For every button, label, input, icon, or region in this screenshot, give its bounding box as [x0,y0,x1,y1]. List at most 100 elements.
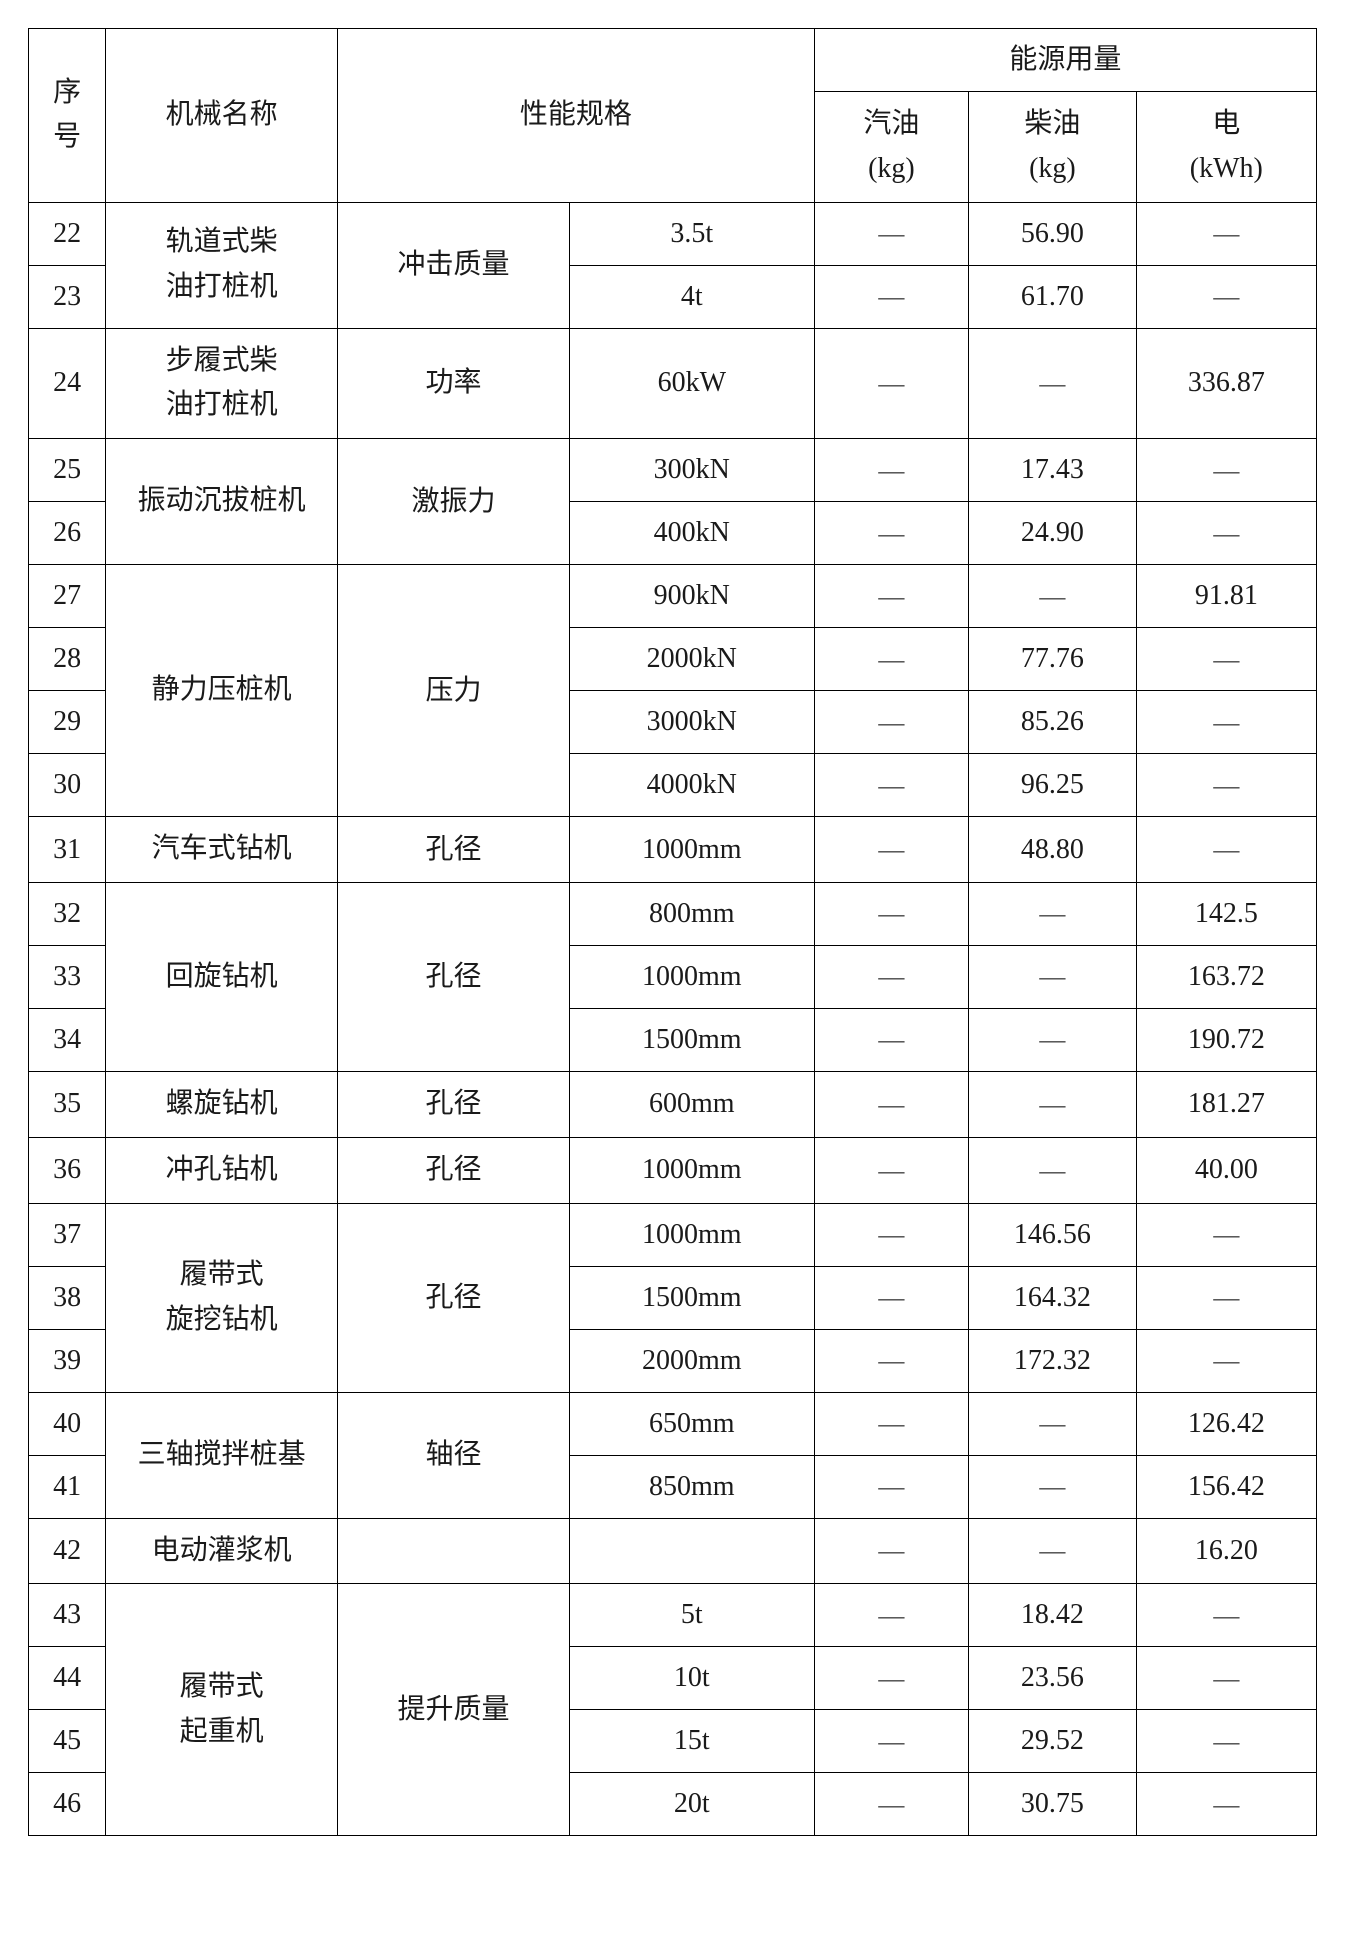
table-cell: — [1136,439,1316,502]
table-cell: 40 [29,1392,106,1455]
table-cell: — [814,1329,969,1392]
table-cell: 4t [569,265,814,328]
table-cell: — [814,202,969,265]
table-cell: 85.26 [969,691,1136,754]
header-name: 机械名称 [106,29,338,203]
table-cell: 46 [29,1773,106,1836]
table-cell: — [969,1008,1136,1071]
table-cell [569,1518,814,1584]
table-cell: 40.00 [1136,1137,1316,1203]
table-cell: — [1136,1710,1316,1773]
table-cell: — [1136,754,1316,817]
cell-machine-name: 步履式柴油打桩机 [106,328,338,439]
table-row: 31汽车式钻机孔径1000mm—48.80— [29,817,1317,883]
table-cell: — [814,691,969,754]
table-cell: — [814,1008,969,1071]
table-cell: — [814,1518,969,1584]
cell-spec-type: 冲击质量 [338,202,570,328]
table-cell: — [814,502,969,565]
cell-spec-type: 孔径 [338,817,570,883]
table-row: 32回旋钻机孔径800mm——142.5 [29,882,1317,945]
cell-machine-name: 轨道式柴油打桩机 [106,202,338,328]
table-cell: — [1136,1773,1316,1836]
table-cell: 32 [29,882,106,945]
table-cell: — [969,1518,1136,1584]
table-cell: 600mm [569,1071,814,1137]
table-cell: — [1136,1647,1316,1710]
table-cell: — [814,1710,969,1773]
table-cell: 96.25 [969,754,1136,817]
table-row: 36冲孔钻机孔径1000mm——40.00 [29,1137,1317,1203]
table-cell: 18.42 [969,1584,1136,1647]
table-cell: 38 [29,1266,106,1329]
table-cell: 37 [29,1203,106,1266]
table-cell: 126.42 [1136,1392,1316,1455]
cell-spec-type: 压力 [338,565,570,817]
cell-spec-type: 孔径 [338,1137,570,1203]
header-electricity: 电(kWh) [1136,92,1316,203]
table-cell: 800mm [569,882,814,945]
table-cell: 400kN [569,502,814,565]
table-cell: 5t [569,1584,814,1647]
table-cell: 25 [29,439,106,502]
table-cell: 36 [29,1137,106,1203]
cell-spec-type: 轴径 [338,1392,570,1518]
table-cell: — [1136,691,1316,754]
cell-machine-name: 履带式起重机 [106,1584,338,1836]
table-cell: — [814,628,969,691]
table-cell: — [1136,817,1316,883]
cell-machine-name: 振动沉拔桩机 [106,439,338,565]
table-row: 40三轴搅拌桩基轴径650mm——126.42 [29,1392,1317,1455]
table-cell: 27 [29,565,106,628]
table-cell: — [814,1392,969,1455]
table-cell: 2000kN [569,628,814,691]
table-cell: — [814,945,969,1008]
cell-spec-type: 提升质量 [338,1584,570,1836]
cell-machine-name: 履带式旋挖钻机 [106,1203,338,1392]
table-cell: 1000mm [569,1137,814,1203]
table-row: 25振动沉拔桩机激振力300kN—17.43— [29,439,1317,502]
table-row: 24步履式柴油打桩机功率60kW——336.87 [29,328,1317,439]
table-cell: 91.81 [1136,565,1316,628]
table-cell: 15t [569,1710,814,1773]
table-cell: 3000kN [569,691,814,754]
header-diesel: 柴油(kg) [969,92,1136,203]
table-cell: 850mm [569,1455,814,1518]
table-cell: 1000mm [569,1203,814,1266]
table-cell: — [814,565,969,628]
table-cell: — [814,439,969,502]
header-seq: 序号 [29,29,106,203]
table-cell: 16.20 [1136,1518,1316,1584]
table-cell: — [814,754,969,817]
table-cell: — [969,565,1136,628]
table-cell: 650mm [569,1392,814,1455]
cell-machine-name: 静力压桩机 [106,565,338,817]
table-cell: — [969,882,1136,945]
table-cell: 34 [29,1008,106,1071]
table-cell: 42 [29,1518,106,1584]
table-cell: — [969,1071,1136,1137]
table-cell: 30 [29,754,106,817]
table-cell: — [969,945,1136,1008]
table-cell: — [814,1071,969,1137]
table-cell: — [1136,265,1316,328]
table-cell: 163.72 [1136,945,1316,1008]
table-cell: — [1136,1329,1316,1392]
table-cell: 31 [29,817,106,883]
table-cell: 33 [29,945,106,1008]
table-row: 43履带式起重机提升质量5t—18.42— [29,1584,1317,1647]
table-cell: 39 [29,1329,106,1392]
cell-machine-name: 回旋钻机 [106,882,338,1071]
table-cell: 24.90 [969,502,1136,565]
table-cell: 181.27 [1136,1071,1316,1137]
table-cell: — [814,1584,969,1647]
table-cell: 23 [29,265,106,328]
table-cell: 3.5t [569,202,814,265]
table-cell: 77.76 [969,628,1136,691]
table-cell: 23.56 [969,1647,1136,1710]
cell-machine-name: 三轴搅拌桩基 [106,1392,338,1518]
table-cell: 336.87 [1136,328,1316,439]
cell-spec-type [338,1518,570,1584]
table-cell: 48.80 [969,817,1136,883]
table-cell: — [969,1392,1136,1455]
